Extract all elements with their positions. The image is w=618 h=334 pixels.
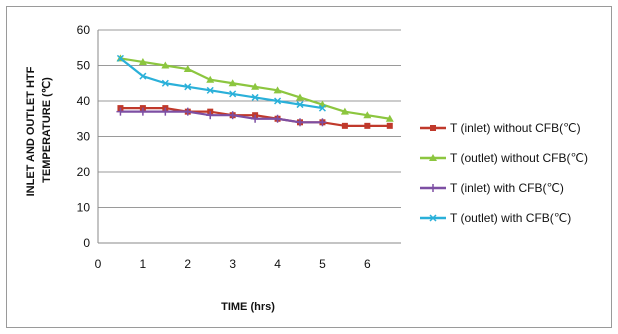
x-tick-label-4: 4	[274, 257, 281, 271]
series-2-point-0	[116, 107, 125, 116]
series-2-point-4	[206, 111, 215, 120]
series-2-point-8	[296, 118, 304, 127]
series-1-point-10	[340, 107, 349, 115]
series-3-point-2-b	[161, 79, 169, 87]
x-tick-label-0: 0	[95, 257, 102, 271]
legend-label-2: T (inlet) with CFB(℃)	[450, 181, 564, 195]
series-2-point-1	[138, 107, 147, 116]
x-tick-label-5: 5	[319, 257, 326, 271]
x-tick-label-1: 1	[140, 257, 147, 271]
series-2-point-5	[228, 111, 237, 120]
series-3-point-5	[229, 90, 237, 98]
legend-swatch-marker-1	[429, 154, 437, 161]
legend-item-0: T (inlet) without CFB(℃)	[420, 121, 581, 135]
series-3-point-3-b	[184, 83, 192, 91]
series-3-point-4-b	[206, 86, 214, 94]
series-2-point-2	[161, 107, 170, 116]
series-1-point-4	[206, 75, 215, 83]
axes	[97, 30, 401, 244]
series-3-line	[119, 57, 323, 110]
y-tick-label-0: 0	[83, 236, 90, 250]
series-3-point-7-b	[274, 97, 282, 105]
series-1-point-6	[251, 82, 260, 90]
legend-label-3: T (outlet) with CFB(℃)	[450, 211, 571, 225]
legend: T (inlet) without CFB(℃) T (outlet) witho…	[420, 121, 588, 225]
series-3-point-8	[296, 101, 304, 109]
y-tick-label-20: 20	[77, 165, 91, 179]
legend-item-3: T (outlet) with CFB(℃)	[420, 211, 571, 225]
series-3-point-9-b	[318, 104, 326, 112]
series-0-point-11	[364, 122, 371, 129]
series-3-point-1-b	[139, 72, 147, 80]
x-tick-label-6: 6	[364, 257, 371, 271]
series-1-point-12	[385, 114, 394, 122]
series-2-point-6	[251, 114, 260, 123]
legend-swatch-marker-0	[430, 125, 436, 131]
series-2-line	[120, 110, 323, 124]
data-series	[116, 54, 394, 129]
legend-swatch-marker-2	[429, 184, 437, 192]
series-3-point-7	[274, 97, 282, 105]
series-1-point-1	[138, 57, 147, 65]
y-tick-label-40: 40	[77, 94, 91, 108]
y-tick-label-50: 50	[77, 59, 91, 73]
series-0-point-12	[386, 122, 393, 129]
y-axis-title-line-2: TEMPERATURE (℃)	[41, 77, 53, 183]
series-2-point-9	[318, 118, 327, 127]
y-axis-title-line-1: INLET AND OUTLET HTF	[25, 66, 37, 196]
legend-swatch-marker-3	[429, 214, 437, 222]
series-3-point-8-b	[296, 101, 304, 109]
series-3-point-0	[116, 54, 124, 62]
y-tick-label-60: 60	[77, 23, 91, 37]
legend-item-2: T (inlet) with CFB(℃)	[420, 181, 564, 195]
x-tick-label-3: 3	[229, 257, 236, 271]
chart-frame	[6, 6, 612, 328]
legend-swatch-marker-3-b	[429, 214, 437, 222]
series-2-point-7	[273, 114, 282, 123]
series-3-point-1	[139, 72, 147, 80]
series-0-point-10	[341, 122, 348, 129]
series-3-point-2	[161, 79, 169, 87]
series-1-point-11	[363, 111, 372, 119]
series-3-point-6-b	[251, 93, 259, 101]
series-3-point-6	[251, 93, 259, 101]
gridlines	[98, 29, 401, 208]
x-axis-title: TIME (hrs)	[221, 301, 275, 313]
x-tick-label-2: 2	[184, 257, 191, 271]
series-3	[116, 54, 326, 112]
y-tick-label-10: 10	[77, 201, 91, 215]
series-1-point-3	[183, 65, 192, 73]
legend-label-0: T (inlet) without CFB(℃)	[450, 121, 581, 135]
series-3-point-9	[318, 104, 326, 112]
series-3-point-3	[184, 83, 192, 91]
legend-item-1: T (outlet) without CFB(℃)	[420, 151, 588, 165]
legend-label-1: T (outlet) without CFB(℃)	[450, 151, 588, 165]
series-1-point-5	[228, 79, 237, 87]
series-3-point-4	[206, 86, 214, 94]
y-axis-title: INLET AND OUTLET HTF TEMPERATURE (℃)	[25, 64, 53, 197]
tick-labels: 0 10 20 30 40 50 60 0 1 2 3 4 5 6	[77, 23, 371, 271]
series-1-point-8	[296, 93, 304, 101]
y-tick-label-30: 30	[77, 130, 91, 144]
series-3-point-5-b	[229, 90, 237, 98]
series-3-point-0-b	[116, 54, 124, 62]
series-1-point-2	[161, 61, 170, 69]
series-1-point-7	[273, 86, 282, 94]
series-2-point-3	[183, 107, 192, 116]
series-2	[116, 107, 327, 127]
